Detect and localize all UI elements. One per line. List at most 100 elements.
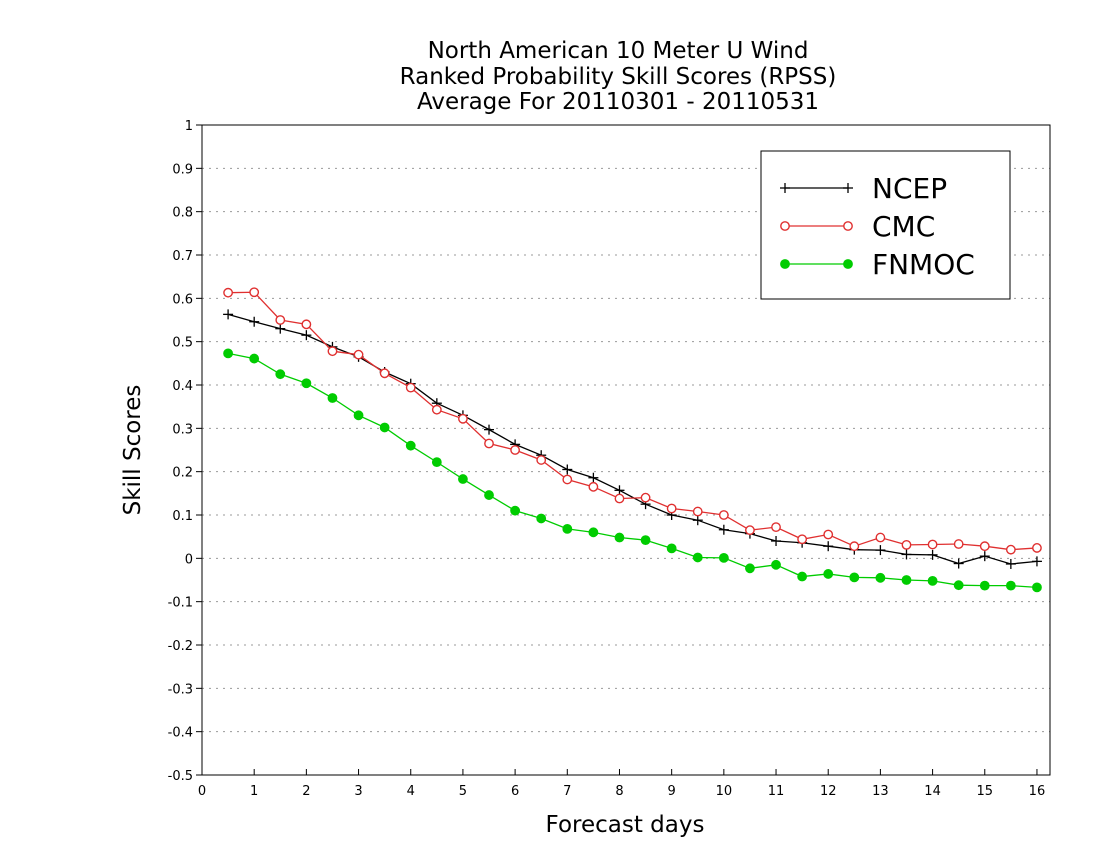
data-point-fnmoc (823, 569, 834, 579)
legend-marker-cmc (843, 221, 853, 231)
data-point-fnmoc (536, 513, 547, 524)
data-point-ncep (901, 549, 912, 560)
data-point-ncep (823, 541, 834, 552)
data-point-cmc (327, 346, 338, 357)
data-point-cmc (953, 539, 964, 549)
x-tick-label: 13 (872, 784, 889, 799)
data-series (223, 287, 1042, 593)
y-tick-label: 0.9 (172, 162, 193, 177)
data-point-cmc (562, 474, 573, 485)
data-point-fnmoc (849, 572, 860, 583)
series-line-cmc (228, 291, 1037, 551)
data-point-fnmoc (771, 559, 781, 570)
data-point-cmc (1032, 543, 1042, 553)
data-point-cmc (249, 287, 260, 298)
data-point-fnmoc (588, 527, 599, 538)
legend-entry-fnmoc: FNMOC (780, 248, 975, 281)
y-tick-label: 0.3 (172, 422, 193, 437)
data-point-ncep (771, 536, 782, 546)
data-point-cmc (1005, 544, 1016, 555)
data-point-ncep (718, 524, 729, 535)
x-tick-label: 1 (250, 784, 258, 799)
legend-marker-fnmoc (843, 259, 853, 269)
data-point-cmc (979, 541, 990, 552)
data-point-cmc (640, 492, 651, 503)
chart-title: North American 10 Meter U Wind Ranked Pr… (400, 38, 837, 115)
data-point-fnmoc (953, 580, 964, 591)
series-cmc (223, 287, 1042, 555)
data-point-cmc (510, 445, 521, 455)
data-point-fnmoc (718, 553, 729, 563)
data-point-cmc (431, 404, 442, 415)
x-tick-label: 5 (459, 784, 467, 799)
data-point-cmc (692, 506, 703, 517)
data-point-ncep (562, 464, 573, 475)
data-point-fnmoc (327, 393, 338, 403)
data-point-fnmoc (875, 572, 886, 583)
x-tick-label: 0 (198, 784, 206, 799)
data-point-cmc (927, 539, 938, 550)
data-point-ncep (927, 549, 938, 560)
data-point-fnmoc (797, 571, 808, 582)
data-point-cmc (901, 540, 912, 550)
data-point-cmc (301, 319, 312, 330)
data-point-fnmoc (223, 348, 233, 359)
data-point-ncep (223, 309, 234, 320)
data-point-fnmoc (901, 575, 912, 585)
legend-entry-ncep: NCEP (780, 172, 947, 205)
x-tick-label: 12 (820, 784, 837, 799)
data-point-fnmoc (562, 523, 573, 534)
data-point-fnmoc (927, 575, 938, 586)
data-point-fnmoc (275, 369, 286, 380)
series-fnmoc (223, 348, 1042, 593)
data-point-cmc (771, 522, 781, 533)
data-point-cmc (849, 541, 860, 552)
data-point-fnmoc (484, 490, 494, 500)
data-point-cmc (718, 510, 729, 520)
data-point-ncep (588, 472, 599, 483)
data-point-fnmoc (1005, 580, 1016, 591)
chart-title-line-2: Ranked Probability Skill Scores (RPSS) (400, 64, 837, 90)
data-point-fnmoc (614, 532, 625, 543)
legend-label-cmc: CMC (872, 210, 935, 243)
y-tick-label: 0.5 (172, 336, 193, 351)
series-line-ncep (227, 313, 1038, 565)
data-point-fnmoc (405, 440, 416, 451)
data-point-fnmoc (510, 505, 521, 516)
plot-frame (201, 124, 1051, 776)
y-tick-label: 0.8 (172, 206, 193, 221)
data-point-cmc (405, 382, 416, 393)
data-point-fnmoc (379, 422, 390, 433)
data-point-ncep (1005, 558, 1016, 569)
x-tick-label: 14 (924, 784, 941, 799)
y-tick-label: 0.1 (172, 509, 193, 524)
y-tick-label: -0.3 (168, 682, 193, 697)
data-point-fnmoc (353, 410, 364, 421)
legend-label-ncep: NCEP (872, 172, 947, 205)
y-tick-label: 0.7 (172, 249, 193, 264)
data-point-ncep (979, 551, 990, 562)
data-point-ncep (301, 330, 312, 341)
data-point-cmc (588, 481, 599, 492)
data-point-fnmoc (666, 543, 677, 554)
x-tick-label: 8 (615, 784, 623, 799)
legend-marker-cmc (780, 221, 790, 231)
y-tick-label: -0.4 (168, 726, 193, 741)
series-ncep (223, 309, 1042, 569)
legend-entry-cmc: CMC (780, 210, 935, 243)
data-point-cmc (666, 503, 677, 514)
data-point-ncep (249, 316, 260, 327)
data-point-fnmoc (301, 378, 312, 389)
x-tick-label: 9 (668, 784, 676, 799)
data-point-cmc (353, 349, 364, 360)
data-point-fnmoc (745, 563, 755, 574)
data-point-fnmoc (431, 457, 442, 468)
data-point-cmc (275, 315, 286, 325)
x-tick-label: 6 (511, 784, 519, 799)
x-tick-label: 10 (716, 784, 733, 799)
data-point-fnmoc (1032, 582, 1042, 593)
x-axis-ticks: 0 1 2 3 4 5 6 7 8 9 10 11 12 13 14 15 16 (198, 769, 1045, 799)
x-tick-label: 15 (976, 784, 993, 799)
data-point-ncep (953, 558, 964, 569)
y-tick-label: -0.2 (168, 639, 193, 654)
